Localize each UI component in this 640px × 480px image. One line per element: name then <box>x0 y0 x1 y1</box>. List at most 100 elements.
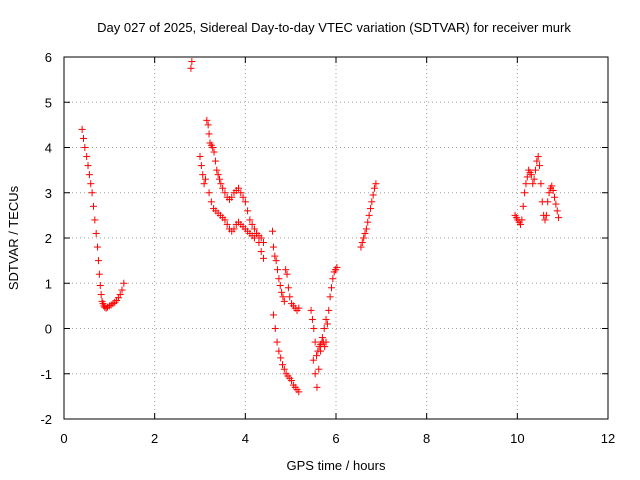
data-point <box>318 334 326 342</box>
data-point <box>239 193 247 201</box>
data-point <box>187 64 195 72</box>
tick-marks <box>63 56 609 420</box>
data-point <box>120 279 128 287</box>
data-point <box>228 193 236 201</box>
data-point <box>84 162 92 170</box>
x-tick-label: 8 <box>423 431 430 446</box>
data-point <box>269 227 277 235</box>
data-point <box>280 365 288 373</box>
data-point <box>537 180 545 188</box>
data-point <box>542 211 550 219</box>
data-point <box>118 286 126 294</box>
data-point <box>275 347 283 355</box>
data-point <box>549 186 557 194</box>
data-point <box>544 198 552 206</box>
data-point <box>235 184 243 192</box>
x-tick-label: 4 <box>242 431 249 446</box>
data-point <box>280 297 288 305</box>
data-point <box>213 166 221 174</box>
data-point <box>250 234 258 242</box>
data-point <box>277 354 285 362</box>
data-point <box>523 173 531 181</box>
data-point <box>211 157 219 165</box>
data-point <box>533 157 541 165</box>
data-point <box>333 263 341 271</box>
data-point <box>283 270 291 278</box>
data-point <box>555 214 563 222</box>
data-point <box>237 189 245 197</box>
data-point <box>521 189 529 197</box>
data-point <box>276 282 284 290</box>
data-point <box>531 166 539 174</box>
data-point <box>322 338 330 346</box>
data-point <box>85 171 93 179</box>
data-point <box>81 144 89 151</box>
x-tick-label: 6 <box>332 431 339 446</box>
x-tick-label: 0 <box>60 431 67 446</box>
data-point <box>273 338 281 346</box>
data-point <box>87 180 95 188</box>
data-point <box>365 211 373 219</box>
data-point <box>107 301 115 309</box>
data-point <box>295 304 303 312</box>
data-point <box>323 320 331 328</box>
data-point <box>551 193 559 201</box>
data-point <box>259 254 267 262</box>
data-point <box>274 266 282 274</box>
data-point <box>79 134 87 142</box>
y-tick-label: 0 <box>45 322 52 337</box>
data-point <box>368 198 376 206</box>
y-tick-label: 2 <box>45 231 52 246</box>
data-point <box>105 302 113 310</box>
data-point <box>325 306 333 314</box>
data-point <box>89 202 97 210</box>
data-point <box>311 338 319 346</box>
data-point <box>269 311 277 319</box>
data-point <box>545 189 553 197</box>
data-point <box>329 275 337 283</box>
data-point <box>548 182 556 190</box>
data-point <box>114 294 122 302</box>
data-point <box>78 125 86 133</box>
data-point <box>311 370 319 378</box>
data-point <box>372 180 380 188</box>
data-point <box>272 257 280 265</box>
data-point <box>309 356 317 364</box>
data-point <box>214 171 222 179</box>
data-point <box>275 275 283 283</box>
data-point <box>219 184 227 192</box>
data-point <box>369 191 377 199</box>
y-tick-label: 1 <box>45 276 52 291</box>
y-axis-label: SDTVAR / TECUs <box>6 185 21 290</box>
data-point <box>364 218 372 226</box>
data-point <box>326 293 334 301</box>
data-point <box>91 216 99 224</box>
data-point <box>221 216 229 224</box>
data-point <box>278 288 286 296</box>
data-point <box>366 205 374 213</box>
data-point <box>248 220 256 228</box>
data-point <box>282 266 290 274</box>
data-point <box>552 200 560 208</box>
data-point <box>241 198 249 206</box>
data-point <box>310 325 318 332</box>
data-point <box>269 243 277 251</box>
chart-title: Day 027 of 2025, Sidereal Day-to-day VTE… <box>97 20 571 35</box>
data-point <box>94 243 102 251</box>
data-point <box>205 189 213 197</box>
data-point <box>529 180 537 188</box>
data-point <box>223 220 231 228</box>
data-point <box>313 352 321 360</box>
y-tick-label: -1 <box>40 367 52 382</box>
data-point <box>321 343 329 351</box>
data-point <box>357 243 365 251</box>
data-point <box>271 325 279 332</box>
data-point <box>257 234 265 242</box>
y-tick-label: 5 <box>45 95 52 110</box>
x-tick-labels: 0 2 4 6 8 10 12 <box>60 431 615 446</box>
data-point <box>246 216 254 224</box>
data-point <box>360 234 368 242</box>
data-point <box>530 175 538 183</box>
data-point <box>286 293 294 301</box>
data-point <box>97 291 105 299</box>
